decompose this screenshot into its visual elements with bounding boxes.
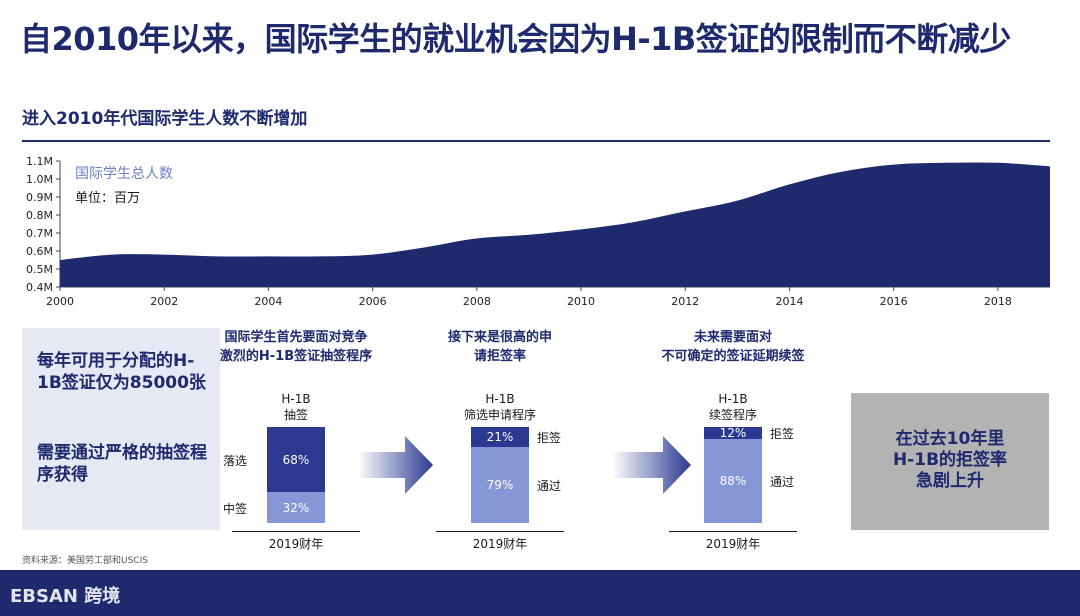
segment-label-top: 拒签 — [537, 431, 562, 445]
bar-baseline — [669, 531, 797, 532]
data-point — [684, 210, 687, 213]
data-point — [580, 228, 583, 231]
data-point — [371, 253, 374, 256]
chart-subtitle: 进入2010年代国际学生人数不断增加 — [22, 109, 308, 129]
data-point — [423, 246, 426, 249]
data-point — [59, 259, 62, 262]
rejection-rate-line: 急剧上升 — [916, 471, 984, 491]
bar-baseline — [232, 531, 360, 532]
x-tick-label: 2000 — [46, 295, 74, 308]
stage-header-line: 请拒签率 — [473, 349, 526, 364]
x-tick-label: 2004 — [254, 295, 282, 308]
y-tick-label: 0.5M — [26, 263, 53, 276]
footer-logo: EBSAN 跨境 — [10, 586, 121, 607]
y-tick-label: 1.0M — [26, 173, 53, 186]
stage-header-line: 激烈的H-1B签证抽签程序 — [219, 349, 373, 364]
stage-header: 国际学生首先要面对竞争 激烈的H-1B签证抽签程序 — [196, 328, 396, 366]
bar-segment-bottom: 88% — [704, 439, 762, 523]
series-legend-label: 国际学生总人数 — [75, 166, 173, 182]
data-point — [632, 221, 635, 224]
y-tick-label: 0.6M — [26, 245, 53, 258]
quota-text: 每年可用于分配的H-1B签证仅为85000张 — [37, 351, 206, 393]
bar-baseline — [436, 531, 564, 532]
y-tick-label: 0.7M — [26, 227, 53, 240]
y-tick-label: 0.8M — [26, 209, 53, 222]
page-title: 自2010年以来，国际学生的就业机会因为H-1B签证的限制而不断减少 — [20, 20, 1011, 58]
x-tick-label: 2002 — [150, 295, 178, 308]
stage-header-line: 不可确定的签证延期续签 — [661, 349, 805, 364]
data-point — [111, 253, 114, 256]
rejection-rate-line: H-1B的拒签率 — [892, 450, 1008, 470]
data-point — [996, 161, 999, 164]
stage-header-line: 国际学生首先要面对竞争 — [224, 330, 368, 345]
data-point — [215, 255, 218, 258]
y-tick-label: 0.4M — [26, 281, 53, 294]
segment-label-top: 拒签 — [770, 427, 795, 441]
footer-bar — [0, 570, 1080, 616]
bar-segment-top: 12% — [704, 426, 762, 440]
data-point — [944, 161, 947, 164]
bar-title: H-1B 抽签 — [236, 391, 356, 423]
bar-title-line: H-1B — [485, 392, 515, 406]
rejection-rate-callout: 在过去10年里 H-1B的拒签率 急剧上升 — [851, 393, 1049, 530]
stage-header: 未来需要面对不可确定的签证延期续签 — [633, 328, 833, 366]
data-point — [1049, 165, 1052, 168]
bar-title: H-1B 续签程序 — [673, 391, 793, 423]
h1b-quota-callout: 每年可用于分配的H-1B签证仅为85000张 需要通过严格的抽签程序获得 — [22, 328, 220, 530]
segment-label-bottom: 通过 — [537, 479, 562, 493]
bar-title-line: H-1B — [281, 392, 311, 406]
area-series — [60, 162, 1050, 287]
segment-label-top: 落选 — [223, 453, 248, 468]
source-note: 资料来源：美国劳工部和USCIS — [22, 556, 148, 566]
y-tick-label: 1.1M — [26, 155, 53, 168]
bar-segment-top: 68% — [267, 427, 325, 492]
data-point — [788, 183, 791, 186]
arrow-right-icon — [612, 436, 691, 494]
segment-label-bottom: 通过 — [770, 475, 795, 489]
data-point — [840, 170, 843, 173]
fiscal-year-label: 2019财年 — [472, 537, 528, 551]
stage-header-line: 未来需要面对 — [693, 330, 772, 345]
bar-title-line: 续签程序 — [708, 408, 757, 422]
student-count-area-chart: 0.4M 0.5M 0.6M 0.7M 0.8M 0.9M 1.0M 1.1M 2000 2002… — [26, 155, 1052, 308]
bar-segment-bottom: 79% — [471, 447, 529, 523]
rejection-rate-text: 在过去10年里 H-1B的拒签率 急剧上升 — [851, 429, 1049, 492]
x-tick-label: 2014 — [775, 295, 803, 308]
bar-segment-top: 21% — [471, 427, 529, 447]
x-tick-label: 2010 — [567, 295, 595, 308]
x-tick-label: 2012 — [671, 295, 699, 308]
data-point — [319, 255, 322, 258]
y-tick-label: 0.9M — [26, 191, 53, 204]
x-tick-label: 2016 — [880, 295, 908, 308]
x-tick-label: 2006 — [359, 295, 387, 308]
bar-title-line: H-1B — [718, 392, 748, 406]
bar-title-line: 抽签 — [283, 408, 308, 422]
x-tick-label: 2008 — [463, 295, 491, 308]
segment-label-bottom: 中签 — [223, 501, 248, 516]
bar-title: H-1B 筛选申请程序 — [440, 391, 560, 423]
arrow-right-icon — [358, 436, 433, 494]
data-point — [736, 199, 739, 202]
stage-header-line: 接下来是很高的申 — [447, 330, 552, 345]
bar-segment-bottom: 32% — [267, 492, 325, 523]
fiscal-year-label: 2019财年 — [705, 537, 761, 551]
x-tick-label: 2018 — [984, 295, 1012, 308]
data-point — [163, 253, 166, 256]
fiscal-year-label: 2019财年 — [268, 537, 324, 551]
stage-header: 接下来是很高的申 请拒签率 — [420, 328, 580, 366]
lottery-text: 需要通过严格的抽签程序获得 — [37, 443, 207, 485]
bar-title-line: 筛选申请程序 — [463, 408, 536, 422]
title-divider — [22, 140, 1050, 142]
data-point — [267, 255, 270, 258]
data-point — [475, 237, 478, 240]
rejection-rate-line: 在过去10年里 — [895, 429, 1005, 449]
unit-label: 单位：百万 — [75, 191, 141, 206]
data-point — [527, 233, 530, 236]
data-point — [892, 163, 895, 166]
